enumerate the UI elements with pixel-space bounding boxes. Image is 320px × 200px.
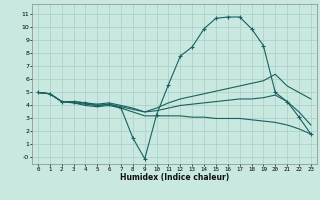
X-axis label: Humidex (Indice chaleur): Humidex (Indice chaleur) [120,173,229,182]
